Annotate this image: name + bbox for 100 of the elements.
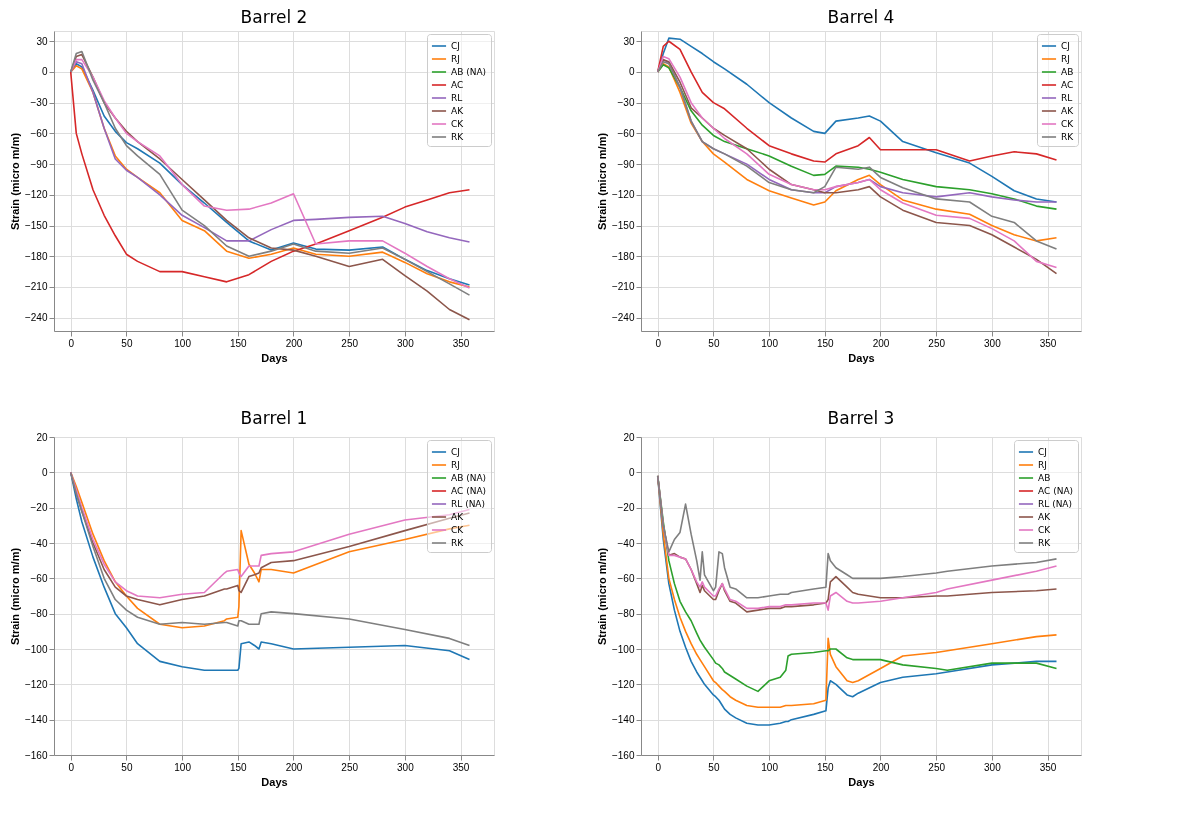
y-tick-label: −240 xyxy=(611,312,635,324)
legend-label: AB xyxy=(1038,473,1051,483)
y-tick-label: −120 xyxy=(24,678,48,690)
legend-label: RL xyxy=(1061,93,1073,103)
x-axis-title: Days xyxy=(848,351,875,364)
x-tick-label: 200 xyxy=(285,337,303,349)
legend-label: RJ xyxy=(1038,460,1047,470)
legend-label: RL (NA) xyxy=(1038,499,1073,509)
x-tick-label: 350 xyxy=(1039,761,1057,773)
x-tick-label: 0 xyxy=(68,761,75,773)
legend-label: AB (NA) xyxy=(451,67,487,77)
legend-label: RL (NA) xyxy=(451,499,486,509)
x-tick-label: 150 xyxy=(816,761,835,773)
chart-title: Barrel 1 xyxy=(240,408,308,428)
y-tick-label: 20 xyxy=(36,431,48,443)
x-tick-label: 200 xyxy=(872,337,890,349)
x-tick-label: 50 xyxy=(708,337,720,349)
y-tick-label: −90 xyxy=(30,158,48,170)
x-axis-title: Days xyxy=(848,775,875,788)
x-tick-label: 0 xyxy=(655,337,662,349)
x-tick-label: 250 xyxy=(341,337,359,349)
x-tick-label: 0 xyxy=(68,337,75,349)
y-tick-label: −180 xyxy=(611,250,635,262)
x-tick-label: 300 xyxy=(397,761,415,773)
x-tick-label: 250 xyxy=(928,761,946,773)
x-tick-label: 100 xyxy=(761,761,779,773)
y-tick-label: −60 xyxy=(30,572,48,584)
legend-label: RK xyxy=(1038,538,1052,548)
y-axis-title: Strain (micro m/m) xyxy=(595,132,608,231)
x-tick-label: 250 xyxy=(341,761,359,773)
y-tick-label: −90 xyxy=(617,158,635,170)
chart-title: Barrel 2 xyxy=(240,7,308,27)
legend-label: AC xyxy=(1061,80,1074,90)
legend-label: RJ xyxy=(451,54,460,64)
y-tick-label: −80 xyxy=(30,608,48,620)
y-tick-label: −160 xyxy=(611,749,635,761)
y-tick-label: 0 xyxy=(628,66,635,78)
y-axis-title: Strain (micro m/m) xyxy=(8,132,21,231)
y-tick-label: −120 xyxy=(611,678,635,690)
chart-title: Barrel 4 xyxy=(827,7,895,27)
y-tick-label: 30 xyxy=(36,35,48,47)
legend-label: AC xyxy=(451,80,464,90)
y-tick-label: −80 xyxy=(617,608,635,620)
x-tick-label: 50 xyxy=(121,337,133,349)
legend-label: RL xyxy=(451,93,463,103)
x-tick-label: 200 xyxy=(285,761,303,773)
y-tick-label: −60 xyxy=(617,127,635,139)
x-tick-label: 50 xyxy=(121,761,133,773)
legend-label: CJ xyxy=(1061,41,1070,51)
x-tick-label: 150 xyxy=(229,761,248,773)
legend-label: AK xyxy=(1061,106,1075,116)
y-tick-label: 0 xyxy=(41,466,48,478)
y-tick-label: −140 xyxy=(611,714,635,726)
y-tick-label: −100 xyxy=(611,643,635,655)
x-tick-label: 100 xyxy=(174,761,192,773)
legend-label: RK xyxy=(451,538,465,548)
legend-label: CJ xyxy=(451,447,460,457)
y-tick-label: 0 xyxy=(628,466,635,478)
y-tick-label: −100 xyxy=(24,643,48,655)
y-tick-label: 20 xyxy=(623,431,635,443)
legend-label: AB xyxy=(1061,67,1074,77)
legend-label: CK xyxy=(451,119,465,129)
y-tick-label: −40 xyxy=(617,537,635,549)
x-tick-label: 250 xyxy=(928,337,946,349)
legend-label: AK xyxy=(451,512,465,522)
y-tick-label: −60 xyxy=(617,572,635,584)
legend-label: AB (NA) xyxy=(451,473,487,483)
y-tick-label: −240 xyxy=(24,312,48,324)
x-tick-label: 100 xyxy=(761,337,779,349)
x-tick-label: 50 xyxy=(708,761,720,773)
y-tick-label: −140 xyxy=(24,714,48,726)
y-tick-label: −150 xyxy=(24,220,48,232)
y-axis-title: Strain (micro m/m) xyxy=(8,547,21,646)
x-tick-label: 200 xyxy=(872,761,890,773)
x-tick-label: 300 xyxy=(984,337,1002,349)
legend-label: AC (NA) xyxy=(1038,486,1074,496)
y-tick-label: −150 xyxy=(611,220,635,232)
x-tick-label: 150 xyxy=(229,337,248,349)
legend-label: RJ xyxy=(451,460,460,470)
y-tick-label: −20 xyxy=(617,502,635,514)
x-tick-label: 350 xyxy=(452,337,470,349)
legend-label: AK xyxy=(1038,512,1052,522)
y-tick-label: −30 xyxy=(617,97,635,109)
legend-label: RJ xyxy=(1061,54,1070,64)
chart-title: Barrel 3 xyxy=(827,408,895,428)
y-tick-label: −40 xyxy=(30,537,48,549)
x-tick-label: 300 xyxy=(984,761,1002,773)
y-tick-label: −180 xyxy=(24,250,48,262)
legend-label: AK xyxy=(451,106,465,116)
x-tick-label: 150 xyxy=(816,337,835,349)
y-tick-label: −30 xyxy=(30,97,48,109)
x-axis-title: Days xyxy=(261,775,288,788)
y-tick-label: −20 xyxy=(30,502,48,514)
y-tick-label: 30 xyxy=(623,35,635,47)
legend-label: AC (NA) xyxy=(451,486,487,496)
y-tick-label: −60 xyxy=(30,127,48,139)
legend-label: CJ xyxy=(1038,447,1047,457)
y-tick-label: −210 xyxy=(611,281,635,293)
y-tick-label: −160 xyxy=(24,749,48,761)
legend-label: RK xyxy=(451,132,465,142)
